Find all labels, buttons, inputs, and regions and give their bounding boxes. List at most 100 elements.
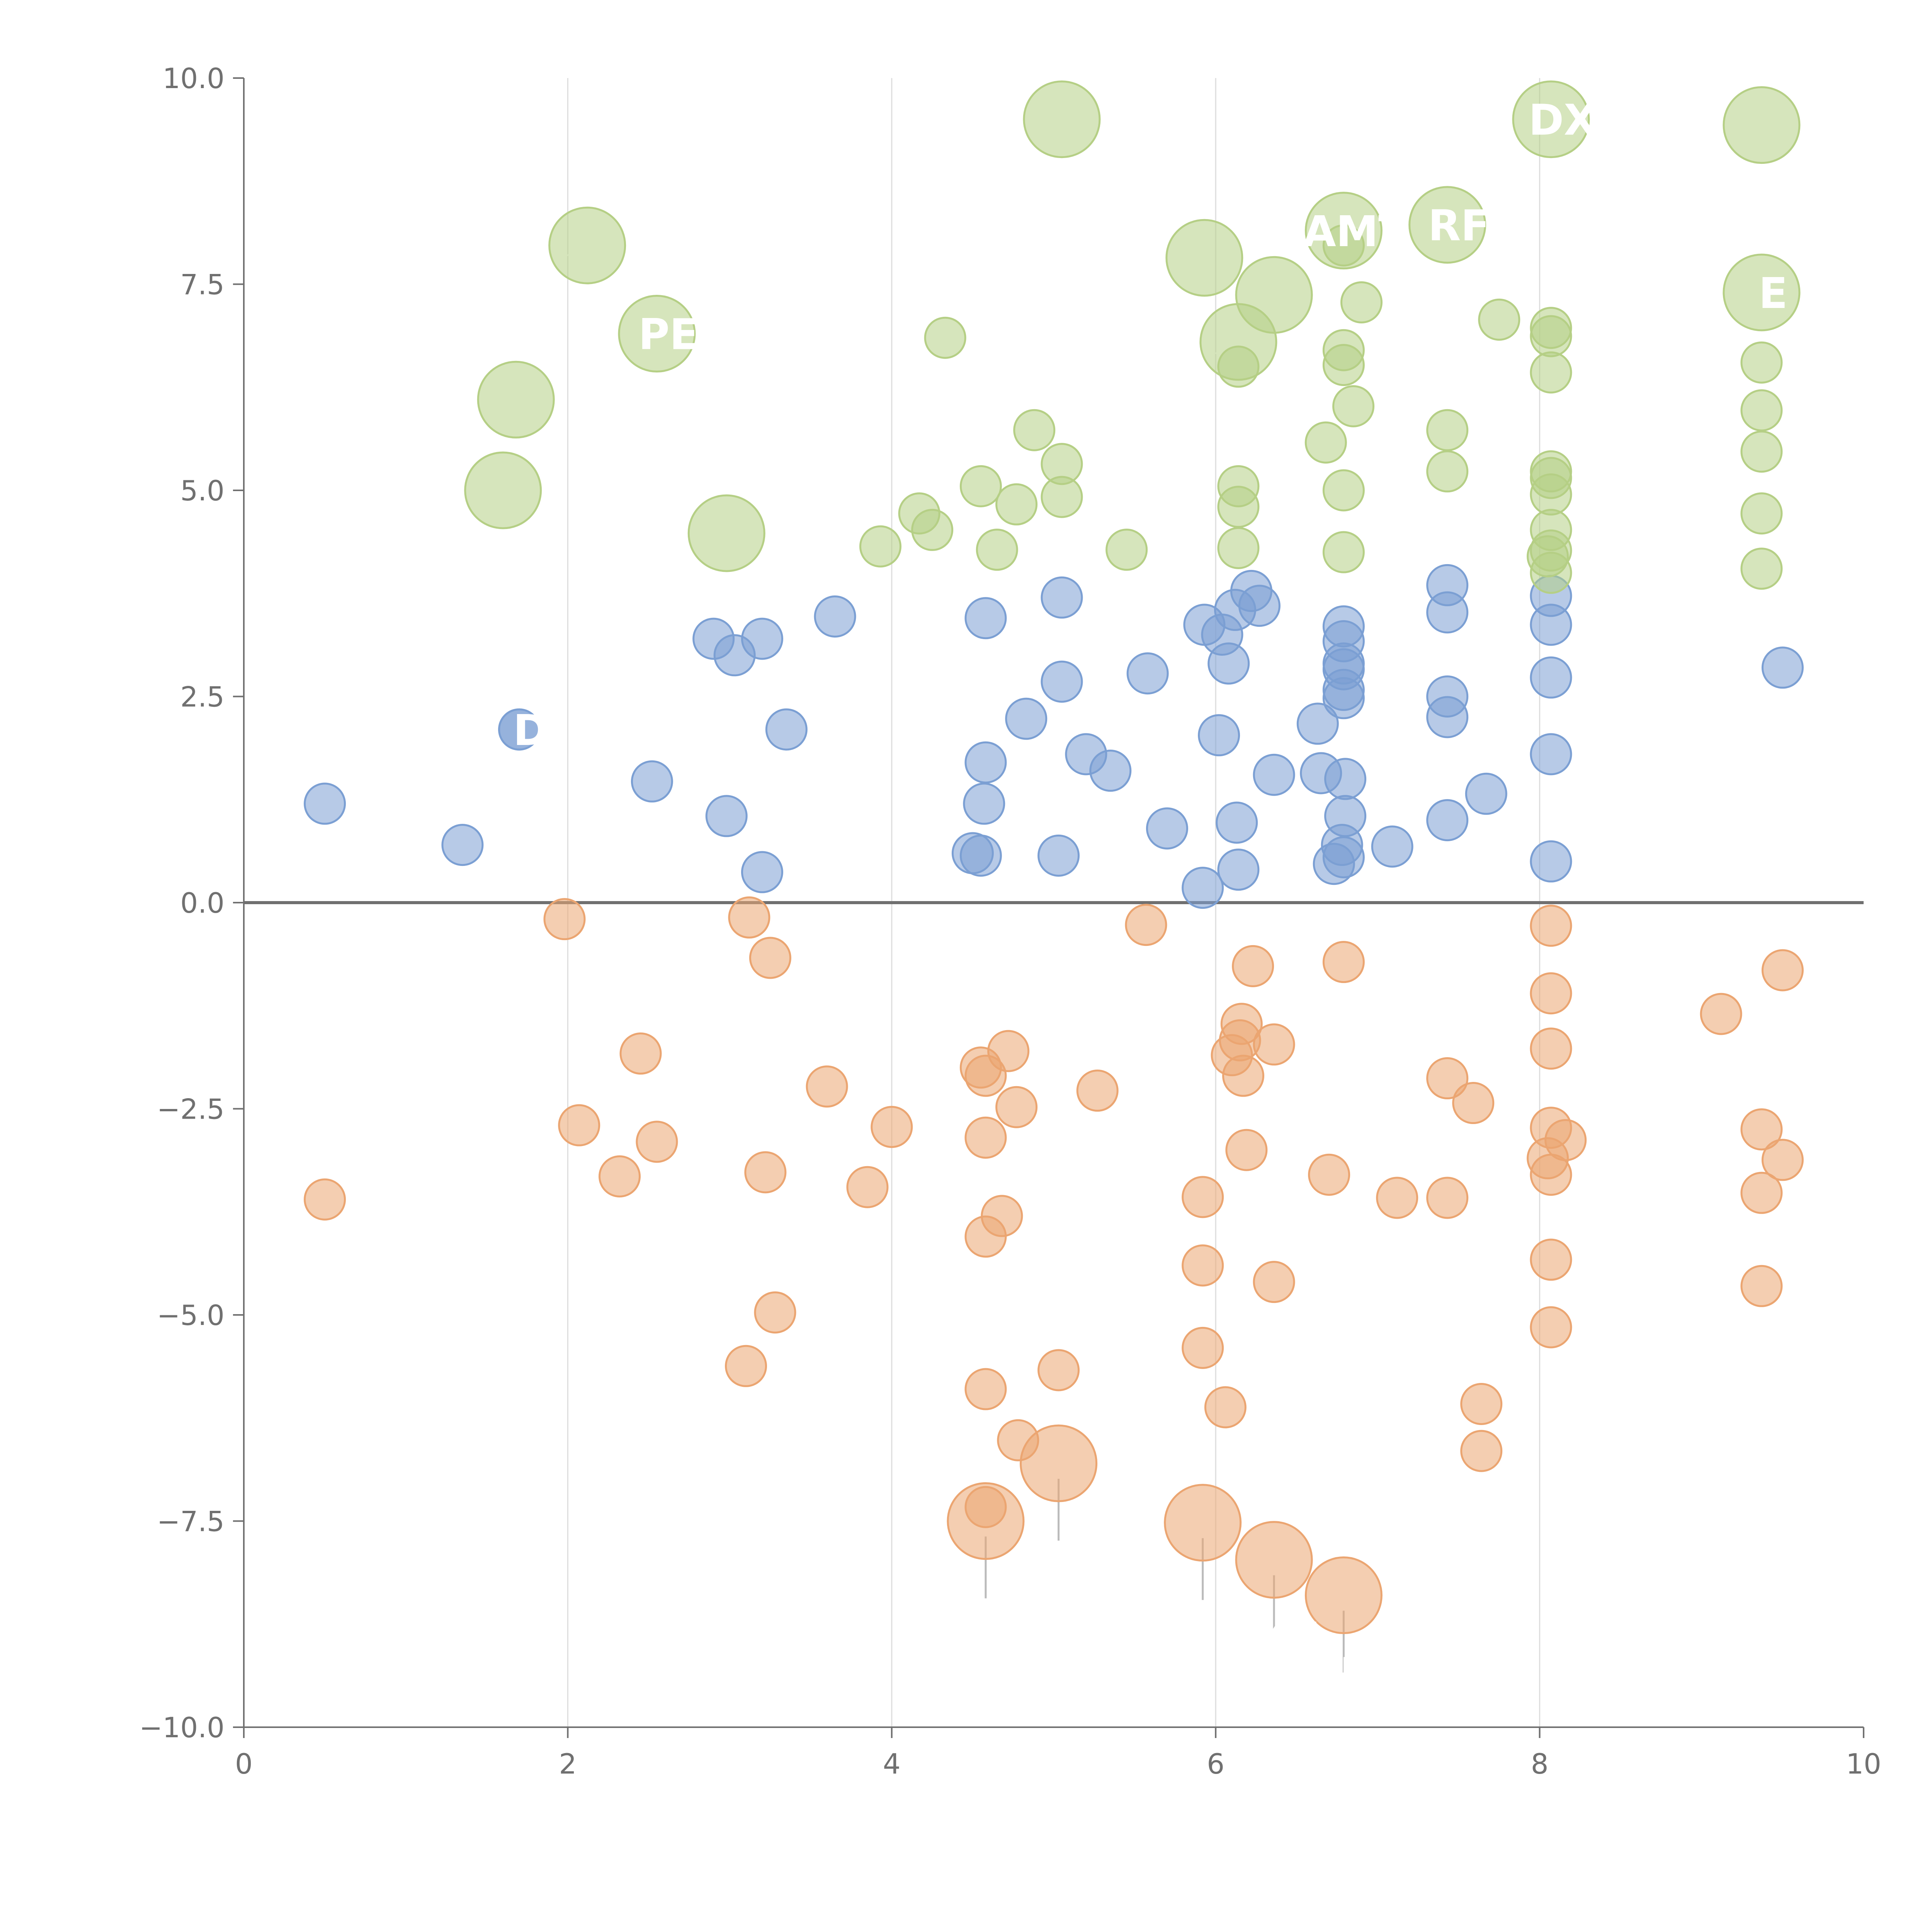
green-highlight-point [1165, 219, 1243, 297]
y-tick-label: −10.0 [139, 1711, 224, 1744]
blue-point [441, 824, 484, 866]
green-point [995, 483, 1038, 526]
orange-point [1530, 972, 1572, 1015]
orange-point [1222, 1054, 1264, 1097]
orange-highlight-point [947, 1482, 1025, 1560]
orange-point [1037, 1349, 1080, 1391]
blue-point [964, 597, 1007, 639]
orange-point [964, 1368, 1007, 1410]
green-point [1740, 492, 1783, 535]
blue-point [304, 782, 346, 825]
green-point [1478, 298, 1520, 341]
orange-point [1182, 1244, 1224, 1287]
blue-point [814, 595, 856, 638]
y-tick-label: 5.0 [180, 474, 224, 507]
orange-highlight-point [1164, 1484, 1242, 1562]
blue-point [1426, 675, 1469, 718]
annotation-label: DX [1529, 95, 1597, 145]
green-point [1041, 443, 1083, 485]
orange-point [1232, 945, 1274, 987]
orange-point [1253, 1261, 1295, 1303]
x-tick-label: 6 [1207, 1748, 1225, 1780]
orange-point [1253, 1023, 1295, 1066]
blue-point [1324, 795, 1367, 837]
orange-point [636, 1121, 678, 1163]
blue-point [1530, 656, 1572, 699]
blue-point [1238, 585, 1281, 627]
green-point [1426, 409, 1469, 451]
orange-point [1204, 1386, 1247, 1429]
green-point [1530, 450, 1572, 493]
annotation-label: RF [1428, 201, 1490, 250]
y-tick-label: 2.5 [180, 681, 224, 713]
orange-point [1322, 941, 1365, 983]
orange-point [1076, 1070, 1119, 1112]
blue-point [1146, 807, 1188, 850]
orange-point [987, 1030, 1030, 1072]
green-point [1322, 469, 1365, 512]
orange-point [846, 1166, 889, 1208]
green-point [1013, 409, 1056, 451]
y-tick-label: 7.5 [180, 269, 224, 301]
green-highlight-point [548, 206, 626, 284]
annotation-label: NO [1320, 1649, 1391, 1698]
orange-point [1530, 905, 1572, 947]
orange-point [749, 937, 791, 979]
green-highlight-point [1512, 80, 1590, 158]
orange-point [1426, 1057, 1469, 1100]
orange-point [1182, 1176, 1224, 1218]
blue-point [1198, 714, 1240, 757]
green-point [1217, 527, 1260, 569]
green-point [1322, 531, 1365, 573]
green-highlight-point [1304, 192, 1383, 270]
blue-point [741, 851, 783, 893]
blue-point [1371, 825, 1413, 868]
blue-point [1126, 652, 1169, 695]
blue-point [1216, 801, 1258, 844]
orange-point [1125, 904, 1167, 946]
orange-point [754, 1291, 796, 1334]
blue-point [1005, 697, 1048, 740]
orange-point [1530, 1306, 1572, 1349]
orange-highlight-point [1304, 1556, 1383, 1634]
orange-point [981, 1195, 1023, 1237]
tick-labels: 0 2 4 6 8 10 −10.0 −7.5 −5.0 −2.5 0.0 2.5 5.0 7.5 10.0 [139, 62, 1881, 1780]
green-point [911, 509, 954, 551]
green-highlight-point [687, 494, 765, 572]
x-tick-label: 2 [559, 1748, 577, 1780]
annotation-label: AMT [1303, 207, 1408, 256]
green-point [1322, 329, 1365, 371]
blue-highlight-point [498, 708, 541, 751]
green-highlight-point [1408, 186, 1486, 264]
blue-point [1041, 660, 1083, 703]
orange-point [744, 1151, 787, 1194]
green-point [976, 529, 1018, 571]
green-highlight-point [1723, 86, 1801, 164]
green-point [1530, 351, 1572, 394]
orange-highlight-point [1235, 1521, 1313, 1599]
orange-point [725, 1345, 767, 1387]
orange-point [558, 1104, 600, 1146]
blue-point [1426, 564, 1469, 606]
orange-point [995, 1086, 1038, 1128]
blue-point [1041, 576, 1083, 619]
green-point [1740, 430, 1783, 473]
orange-point [599, 1155, 641, 1197]
blue-point [1208, 642, 1250, 685]
green-highlight-point [477, 361, 555, 439]
data-points [304, 80, 1804, 1634]
orange-point [1225, 1129, 1268, 1171]
blue-point [631, 760, 673, 803]
orange-point [728, 896, 770, 939]
blue-point [1324, 758, 1367, 800]
blue-point [741, 617, 783, 660]
orange-point [1700, 993, 1742, 1035]
y-tick-label: 10.0 [163, 62, 224, 95]
green-point [1105, 529, 1148, 571]
blue-point [1037, 834, 1080, 877]
blue-point [1530, 840, 1572, 883]
y-tick-label: −2.5 [157, 1093, 224, 1126]
annotation-label: D [513, 706, 548, 755]
orange-point [543, 898, 586, 940]
